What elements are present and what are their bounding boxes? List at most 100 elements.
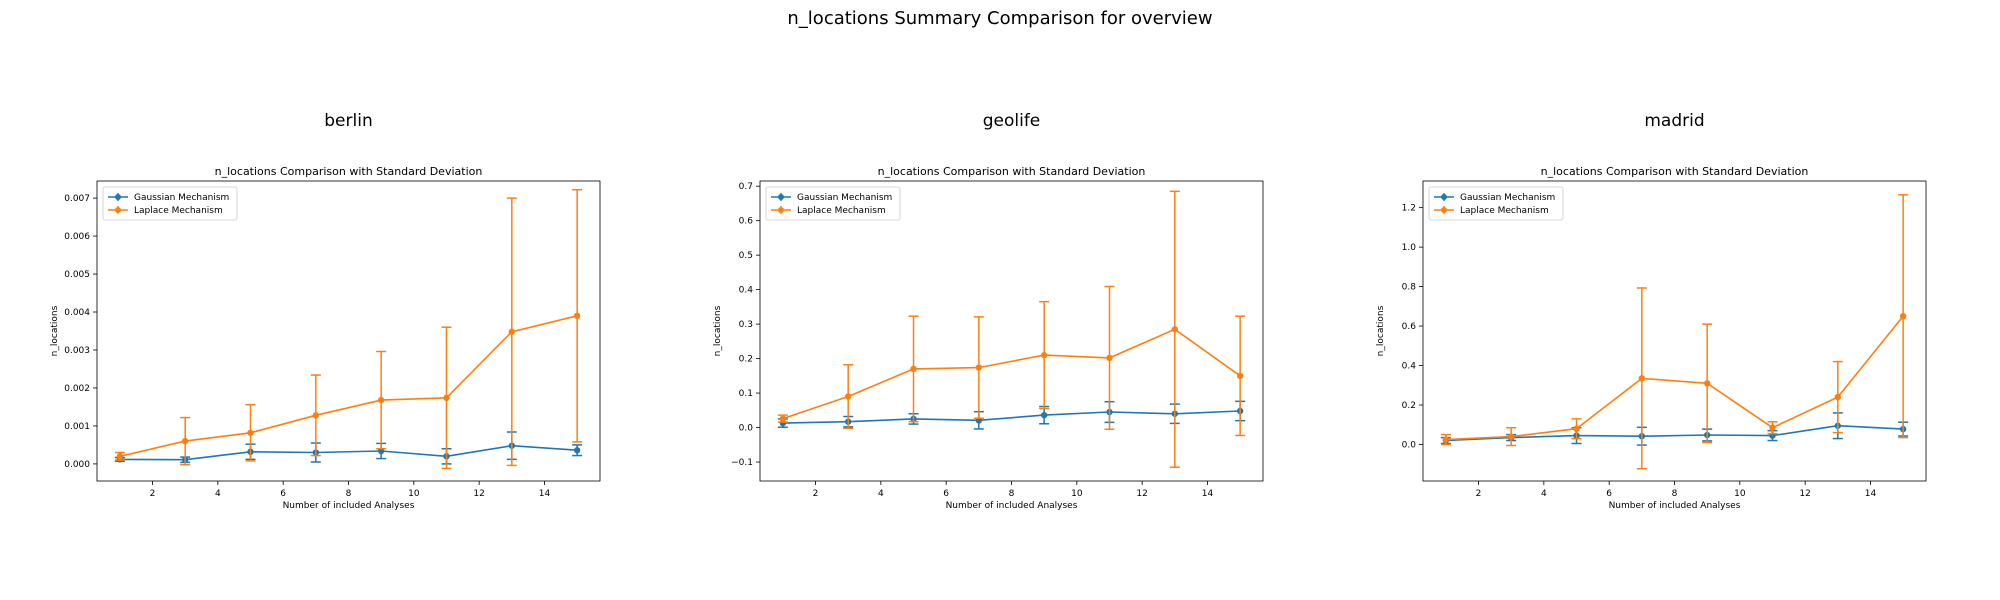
legend-swatch-marker	[115, 194, 121, 200]
x-tick-label: 2	[813, 489, 819, 499]
y-tick-label: −0.1	[731, 458, 753, 468]
y-tick-label: 0.7	[739, 182, 753, 192]
panel-title: geolife	[983, 111, 1041, 131]
x-tick-label: 2	[1476, 489, 1482, 499]
legend-label: Gaussian Mechanism	[134, 193, 229, 203]
x-tick-label: 14	[1202, 489, 1214, 499]
x-axis-label: Number of included Analyses	[283, 501, 415, 511]
x-tick-label: 8	[1672, 489, 1678, 499]
data-point	[1171, 326, 1179, 333]
x-tick-label: 2	[150, 489, 156, 499]
y-tick-label: 0.6	[739, 217, 754, 227]
axes-frame	[759, 180, 1264, 482]
y-tick-label: 0.004	[64, 308, 90, 318]
series-line	[119, 315, 578, 458]
legend-swatch-marker	[778, 207, 784, 213]
x-tick-label: 6	[280, 489, 286, 499]
y-tick-label: 0.0	[1402, 440, 1417, 450]
legend-label: Laplace Mechanism	[134, 206, 223, 216]
axes-frame	[96, 180, 601, 482]
series-line	[119, 444, 578, 461]
y-tick-label: 0.2	[1402, 401, 1416, 411]
y-tick-label: 0.0	[739, 424, 754, 434]
legend-swatch-marker	[115, 207, 121, 213]
y-tick-label: 0.8	[1402, 283, 1417, 293]
data-point	[1834, 393, 1842, 401]
x-tick-label: 10	[1071, 489, 1083, 499]
data-point	[1573, 425, 1580, 432]
x-tick-label: 6	[1606, 489, 1612, 499]
data-point	[1040, 351, 1048, 359]
figure-title: n_locations Summary Comparison for overv…	[787, 8, 1213, 29]
x-axis-label: Number of included Analyses	[1609, 501, 1741, 511]
y-tick-label: 0.2	[739, 355, 753, 365]
y-tick-label: 0.005	[64, 270, 90, 280]
data-point	[1638, 375, 1646, 382]
data-point	[1769, 424, 1776, 431]
y-axis-label: n_locations	[713, 305, 723, 356]
series-line	[782, 410, 1241, 424]
legend-swatch-marker	[1441, 207, 1447, 213]
data-point	[247, 429, 254, 436]
legend-label: Gaussian Mechanism	[1460, 193, 1555, 203]
data-point	[573, 312, 581, 320]
legend-label: Laplace Mechanism	[797, 206, 886, 216]
chart-panel-berlin: berlin n_locations Comparison with Standa…	[50, 111, 601, 511]
y-tick-label: 0.5	[739, 251, 753, 261]
data-point	[910, 365, 917, 373]
x-tick-label: 12	[1799, 489, 1810, 499]
y-tick-label: 1.2	[1402, 204, 1416, 214]
panel-title: berlin	[324, 111, 372, 131]
data-point	[116, 453, 124, 460]
y-tick-label: 1.0	[1402, 243, 1417, 253]
data-point	[779, 415, 787, 422]
y-tick-label: 0.3	[739, 320, 753, 330]
x-tick-label: 14	[539, 489, 551, 499]
data-point	[1040, 411, 1048, 419]
series-laplace-mechanism	[1440, 194, 1909, 470]
y-tick-label: 0.001	[64, 422, 90, 432]
x-tick-label: 6	[943, 489, 949, 499]
x-tick-label: 10	[408, 489, 420, 499]
x-tick-label: 12	[1136, 489, 1147, 499]
y-tick-label: 0.003	[64, 346, 90, 356]
y-tick-label: 0.6	[1402, 322, 1417, 332]
y-tick-label: 0.000	[64, 460, 90, 470]
legend-label: Gaussian Mechanism	[797, 193, 892, 203]
legend-label: Laplace Mechanism	[1460, 206, 1549, 216]
x-tick-label: 12	[473, 489, 484, 499]
data-point	[508, 328, 516, 335]
chart-panel-madrid: madrid n_locations Comparison with Standa…	[1376, 111, 1927, 511]
y-tick-label: 0.4	[1402, 362, 1417, 372]
legend-box	[1428, 186, 1564, 221]
series-line	[1445, 315, 1904, 441]
x-tick-label: 8	[1009, 489, 1015, 499]
y-tick-label: 0.006	[64, 232, 90, 242]
axes-title: n_locations Comparison with Standard Dev…	[878, 165, 1146, 178]
x-tick-label: 4	[878, 489, 884, 499]
chart-panel-geolife: geolife n_locations Comparison with Stand…	[713, 111, 1264, 511]
x-tick-label: 4	[215, 489, 221, 499]
series-line	[1445, 424, 1904, 442]
series-laplace-mechanism	[114, 188, 583, 470]
data-point	[844, 393, 852, 400]
x-tick-label: 4	[1541, 489, 1547, 499]
x-tick-label: 10	[1734, 489, 1746, 499]
series-line	[782, 328, 1241, 420]
legend-box	[765, 186, 901, 221]
legend-swatch-marker	[778, 194, 784, 200]
data-point	[573, 447, 581, 454]
data-point	[1236, 372, 1244, 380]
data-point	[1106, 354, 1113, 362]
axes-title: n_locations Comparison with Standard Dev…	[1541, 165, 1809, 178]
legend-swatch-marker	[1441, 194, 1447, 200]
legend-box	[102, 186, 238, 221]
y-tick-label: 0.002	[64, 384, 90, 394]
y-tick-label: 0.1	[739, 389, 753, 399]
y-tick-label: 0.007	[64, 194, 90, 204]
data-point	[312, 412, 320, 419]
y-axis-label: n_locations	[1376, 305, 1386, 356]
x-tick-label: 8	[346, 489, 352, 499]
panel-title: madrid	[1644, 111, 1704, 131]
data-point	[1507, 433, 1515, 440]
